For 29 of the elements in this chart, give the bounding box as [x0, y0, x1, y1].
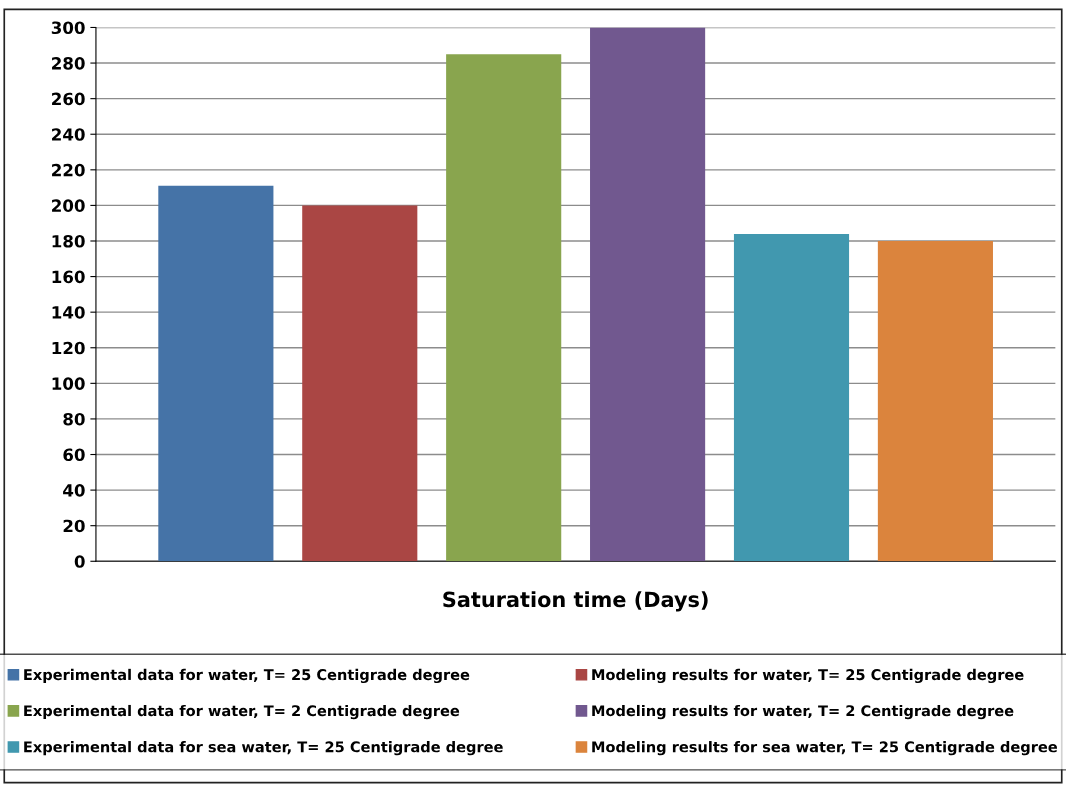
y-tick-label: 140	[52, 306, 85, 319]
legend-label: Experimental data for water, T= 2 Centigrade degree	[24, 704, 460, 720]
legend-label: Modeling results for sea water, T= 25 Centigrade degree	[592, 741, 1057, 756]
bar	[158, 185, 274, 562]
x-axis-title: Saturation time (Days)	[443, 591, 708, 612]
bar	[877, 240, 993, 562]
y-tick-label: 240	[52, 128, 85, 141]
y-tick-label: 200	[52, 199, 85, 212]
y-tick-label: 60	[63, 448, 85, 462]
bar	[590, 27, 706, 562]
bar	[733, 233, 850, 562]
y-tick-label: 280	[52, 57, 85, 70]
y-tick-label: 0	[74, 555, 85, 568]
y-tick-label: 80	[63, 412, 85, 426]
y-tick-label: 160	[52, 270, 85, 284]
y-tick-label: 300	[51, 21, 85, 35]
legend-label: Modeling results for water, T= 25 Centigrade degree	[592, 668, 1024, 684]
bar	[446, 54, 562, 562]
legend-label: Experimental data for sea water, T= 25 Centigrade degree	[24, 741, 503, 756]
legend-label: Modeling results for water, T= 2 Centigrade degree	[592, 704, 1014, 720]
y-tick-label: 120	[52, 341, 85, 355]
legend-label: Experimental data for water, T= 25 Centigrade degree	[24, 668, 470, 684]
y-tick-label: 20	[63, 519, 85, 533]
y-tick-label: 260	[52, 92, 85, 106]
y-tick-label: 220	[52, 163, 85, 177]
y-tick-label: 180	[52, 234, 85, 248]
y-tick-label: 100	[52, 377, 85, 390]
bar	[302, 205, 418, 562]
y-tick-label: 40	[63, 484, 85, 497]
